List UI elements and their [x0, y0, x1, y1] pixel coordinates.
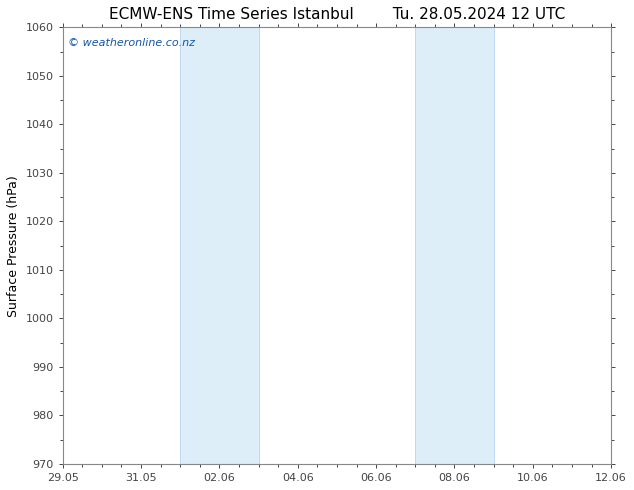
Bar — [180, 27, 259, 464]
Y-axis label: Surface Pressure (hPa): Surface Pressure (hPa) — [7, 175, 20, 317]
Bar — [415, 27, 494, 464]
Text: © weatheronline.co.nz: © weatheronline.co.nz — [68, 38, 195, 48]
Title: ECMW-ENS Time Series Istanbul        Tu. 28.05.2024 12 UTC: ECMW-ENS Time Series Istanbul Tu. 28.05.… — [109, 7, 565, 22]
